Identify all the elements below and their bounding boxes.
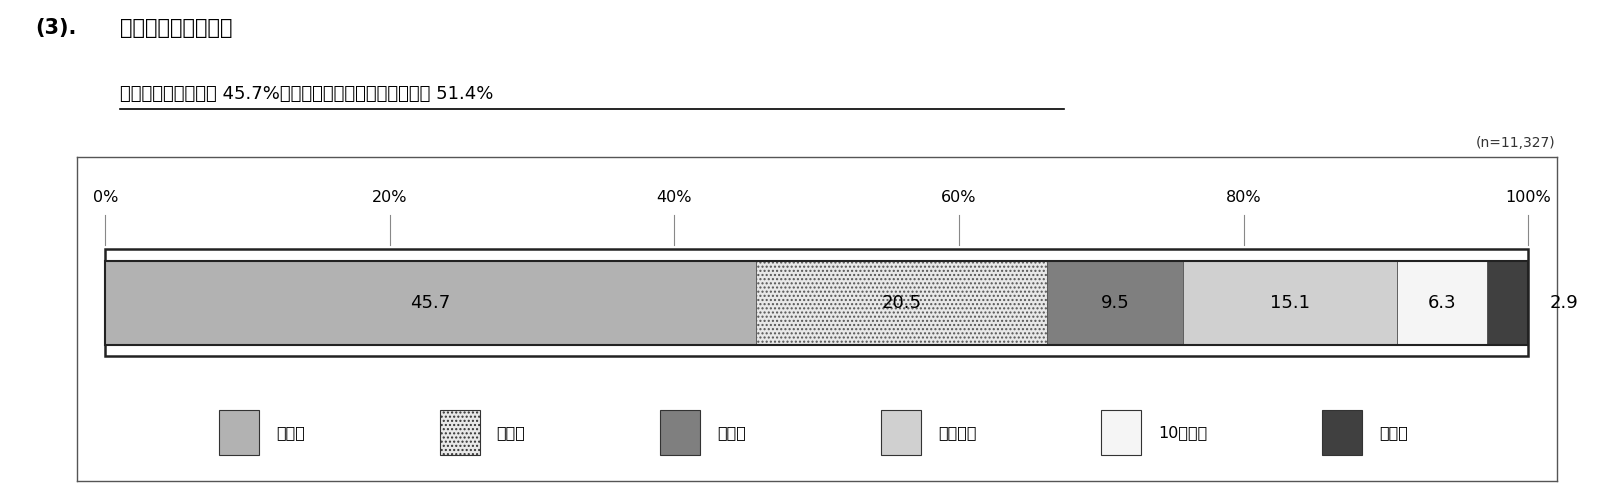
Bar [1486,261,1528,345]
Bar [661,410,701,455]
Bar [1048,261,1182,345]
Text: 45.7: 45.7 [410,294,451,312]
Text: ３回目: ３回目 [717,425,746,440]
Text: (n=11,327): (n=11,327) [1475,136,1555,150]
Bar [106,261,1528,345]
Text: 20%: 20% [373,190,408,205]
Bar [882,410,920,455]
Bar [106,261,755,345]
Bar [1182,261,1397,345]
Text: 60%: 60% [941,190,978,205]
Text: ４〜９回: ４〜９回 [938,425,976,440]
Bar [1101,410,1141,455]
Text: 0%: 0% [93,190,118,205]
Text: １回目（初めて）が 45.7%、２回目以上（リピーター）が 51.4%: １回目（初めて）が 45.7%、２回目以上（リピーター）が 51.4% [120,85,493,104]
Text: 無回答: 無回答 [1379,425,1408,440]
Bar [219,410,259,455]
Bar [440,410,480,455]
Bar [755,261,1048,345]
Text: 2.9: 2.9 [1550,294,1579,312]
Text: これまでの訪都回数: これまでの訪都回数 [120,18,232,38]
Bar [1397,261,1486,345]
Text: 40%: 40% [656,190,693,205]
Text: 6.3: 6.3 [1427,294,1456,312]
Bar [1322,410,1362,455]
Text: 15.1: 15.1 [1270,294,1310,312]
Text: 100%: 100% [1506,190,1552,205]
Text: １回目: １回目 [277,425,306,440]
Text: 20.5: 20.5 [882,294,922,312]
Bar [106,249,1528,356]
Text: (3).: (3). [35,18,77,38]
Text: 9.5: 9.5 [1101,294,1130,312]
Text: 10回以上: 10回以上 [1158,425,1208,440]
Text: 80%: 80% [1226,190,1261,205]
Text: ２回目: ２回目 [496,425,525,440]
